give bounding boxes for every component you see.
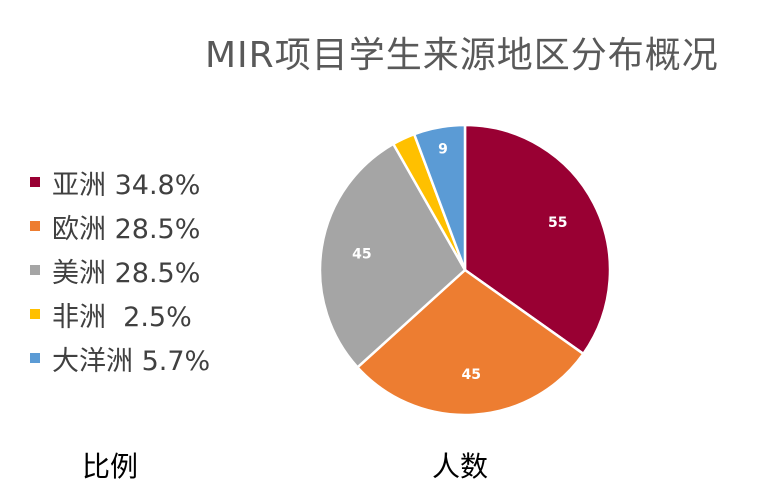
chart-title: MIR项目学生来源地区分布概况 — [205, 35, 719, 76]
pie-slice-asia — [463, 123, 612, 356]
legend: 亚洲 34.8% 欧洲 28.5% 美洲 28.5% 非洲 2.5% 大洋洲 5… — [30, 160, 210, 380]
data-label-oceania: 9 — [438, 142, 448, 158]
legend-swatch-asia — [30, 177, 40, 187]
legend-caption: 比例 — [82, 450, 139, 483]
data-label-asia: 55 — [548, 215, 567, 231]
legend-label-europe: 欧洲 28.5% — [52, 213, 201, 245]
values-caption: 人数 — [432, 450, 489, 483]
legend-label-africa: 非洲 2.5% — [52, 301, 192, 333]
pie-slice-oceania — [412, 123, 467, 271]
legend-swatch-americas — [30, 265, 40, 275]
data-label-europe: 45 — [461, 367, 480, 383]
pie-slice-americas — [318, 142, 467, 370]
legend-item-asia: 亚洲 34.8% — [30, 160, 210, 204]
legend-item-americas: 美洲 28.5% — [30, 248, 210, 292]
pie-slice-europe — [355, 268, 586, 417]
legend-label-oceania: 大洋洲 5.7% — [52, 345, 211, 377]
data-label-americas: 45 — [352, 246, 371, 262]
legend-item-europe: 欧洲 28.5% — [30, 204, 210, 248]
legend-swatch-oceania — [30, 353, 40, 363]
legend-label-americas: 美洲 28.5% — [52, 257, 201, 289]
legend-swatch-europe — [30, 221, 40, 231]
legend-swatch-africa — [30, 309, 40, 319]
pie-chart: 55 45 45 9 — [318, 123, 612, 417]
legend-label-asia: 亚洲 34.8% — [52, 169, 201, 201]
legend-item-africa: 非洲 2.5% — [30, 292, 210, 336]
legend-item-oceania: 大洋洲 5.7% — [30, 336, 210, 380]
